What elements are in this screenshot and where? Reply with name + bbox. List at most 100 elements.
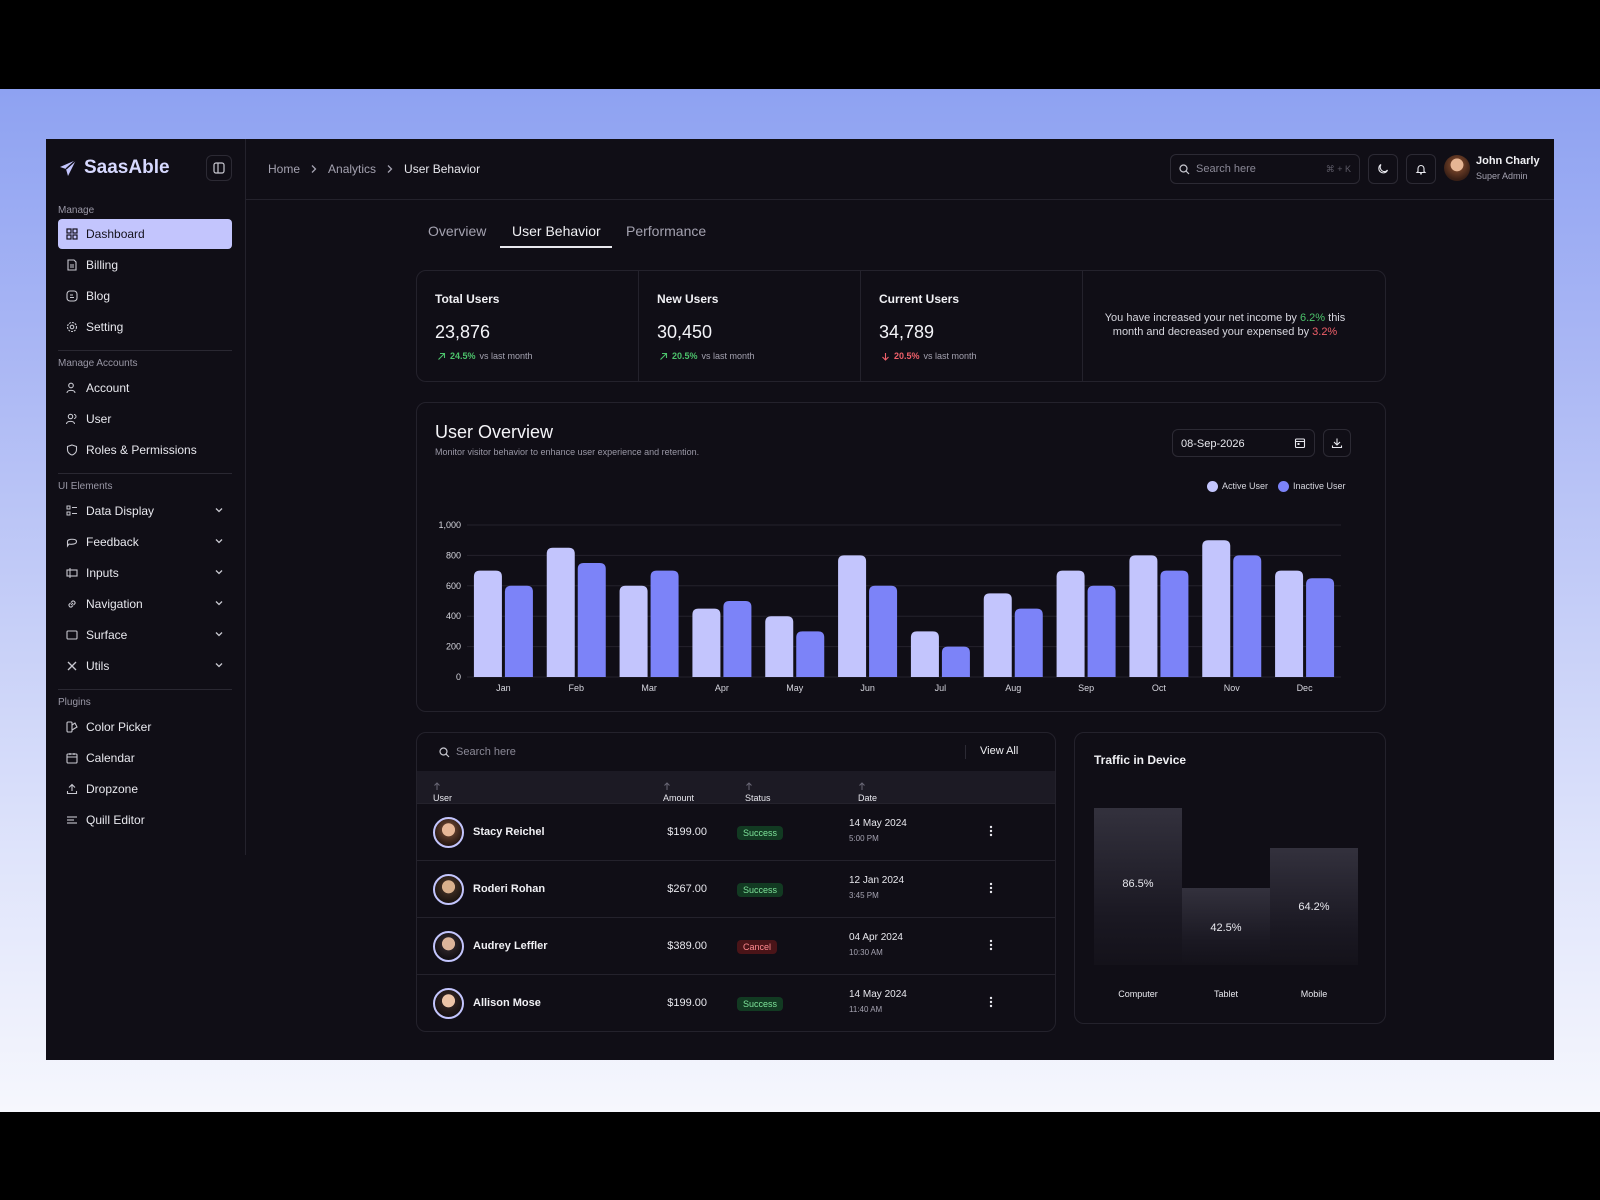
stat-change: 20.5% — [894, 351, 920, 361]
square-icon — [66, 630, 78, 640]
avatar — [433, 988, 464, 1019]
column-header-status[interactable]: Status — [745, 782, 771, 803]
income-note: You have increased your net income by 6.… — [1095, 311, 1355, 339]
tab-user-behavior[interactable]: User Behavior — [512, 223, 601, 239]
x-tick-label: Jul — [935, 683, 947, 693]
income-note-text: this month and decreased your expensed b… — [1112, 312, 1346, 338]
status-badge: Success — [737, 997, 784, 1011]
x-tick-label: Oct — [1152, 683, 1167, 693]
column-header-date[interactable]: Date — [858, 782, 877, 803]
sidebar-item-feedback[interactable]: Feedback — [58, 527, 232, 557]
upload-icon — [66, 783, 78, 795]
sidebar-item-account[interactable]: Account — [58, 373, 232, 403]
sidebar-item-utils[interactable]: Utils — [58, 651, 232, 681]
view-all-button[interactable]: View All — [965, 745, 1018, 759]
logo[interactable]: SaasAble — [58, 157, 170, 179]
sidebar-item-label: Dashboard — [86, 227, 145, 241]
x-tick-label: Aug — [1005, 683, 1021, 693]
breadcrumb-analytics[interactable]: Analytics — [328, 162, 377, 176]
chevron-down-icon — [215, 632, 223, 637]
notifications-button[interactable] — [1406, 154, 1436, 184]
sidebar-item-label: Quill Editor — [86, 813, 145, 827]
more-vertical-icon[interactable] — [985, 824, 997, 838]
sidebar-item-label: Data Display — [86, 504, 155, 518]
table-row[interactable]: Roderi Rohan $267.00 Success 12 Jan 2024… — [417, 860, 1055, 917]
x-tick-label: Dec — [1297, 683, 1314, 693]
sidebar-collapse-button[interactable] — [206, 155, 232, 181]
row-amount: $267.00 — [667, 883, 707, 895]
legend-item-inactive[interactable]: Inactive User — [1278, 481, 1346, 493]
legend-swatch — [1278, 481, 1290, 493]
sidebar-item-label: Setting — [86, 320, 124, 334]
column-header-amount[interactable]: Amount — [663, 782, 694, 803]
tab-performance[interactable]: Performance — [626, 223, 707, 239]
theme-toggle-button[interactable] — [1368, 154, 1398, 184]
more-vertical-icon[interactable] — [985, 995, 997, 1009]
tab-overview[interactable]: Overview — [428, 223, 487, 239]
header-search-input[interactable]: Search here ⌘ + K — [1170, 154, 1360, 184]
color-icon — [66, 721, 78, 733]
sort-arrow-icon — [859, 782, 865, 790]
sidebar-item-calendar[interactable]: Calendar — [58, 743, 232, 773]
sidebar-item-setting[interactable]: Setting — [58, 312, 232, 342]
income-note-text: You have increased your net income by — [1104, 312, 1300, 324]
breadcrumb-home[interactable]: Home — [268, 162, 301, 176]
sidebar-item-data-display[interactable]: Data Display — [58, 496, 232, 526]
users-icon — [66, 413, 77, 425]
date-picker[interactable]: 08-Sep-2026 — [1172, 429, 1315, 457]
text-icon — [67, 816, 77, 824]
more-vertical-icon[interactable] — [985, 938, 997, 952]
sidebar-item-blog[interactable]: Blog — [58, 281, 232, 311]
user-name[interactable]: John Charly — [1476, 155, 1540, 167]
sidebar-item-billing[interactable]: Billing — [58, 250, 232, 280]
date-value: 08-Sep-2026 — [1181, 438, 1245, 450]
sidebar-item-surface[interactable]: Surface — [58, 620, 232, 650]
breadcrumb: Home Analytics User Behavior — [268, 162, 480, 176]
calendar-icon — [66, 753, 78, 764]
table-row[interactable]: Audrey Leffler $389.00 Cancel 04 Apr 202… — [417, 917, 1055, 974]
input-icon — [66, 568, 78, 578]
table-row[interactable]: Stacy Reichel $199.00 Success 14 May 202… — [417, 803, 1055, 860]
brand-name: SaasAble — [84, 157, 170, 178]
more-vertical-icon[interactable] — [985, 881, 997, 895]
sidebar-item-dashboard[interactable]: Dashboard — [58, 219, 232, 249]
tools-icon — [67, 661, 77, 671]
bar-inactive-user-nov — [1233, 555, 1262, 677]
sidebar-item-inputs[interactable]: Inputs — [58, 558, 232, 588]
search-icon — [1179, 163, 1190, 174]
bar-active-user-nov — [1202, 540, 1231, 677]
sidebar-item-label: Billing — [86, 258, 119, 272]
column-label: Date — [858, 793, 878, 803]
arrow-up-right-icon — [438, 352, 446, 360]
stat-note: vs last month — [479, 351, 533, 361]
avatar — [433, 874, 464, 905]
row-amount: $199.00 — [667, 997, 707, 1009]
sidebar-item-navigation[interactable]: Navigation — [58, 589, 232, 619]
traffic-device-card: Traffic in Device 86.5% Computer 42.5% Tabl… — [1074, 732, 1386, 1024]
sidebar-item-label: Blog — [86, 289, 111, 303]
sidebar-item-user[interactable]: User — [58, 404, 232, 434]
download-icon — [1331, 438, 1343, 449]
sidebar-item-roles-permissions[interactable]: Roles & Permissions — [58, 435, 232, 465]
status-badge: Success — [737, 883, 784, 897]
sidebar-item-label: Surface — [86, 628, 128, 642]
x-tick-label: Nov — [1224, 683, 1241, 693]
table-row[interactable]: Allison Mose $199.00 Success 14 May 2024… — [417, 974, 1055, 1031]
row-time: 10:30 AM — [849, 948, 883, 957]
chevron-down-icon — [215, 508, 223, 513]
sidebar-item-color-picker[interactable]: Color Picker — [58, 712, 232, 742]
legend-item-active[interactable]: Active User — [1207, 481, 1268, 493]
traffic-value-label: 86.5% — [1122, 878, 1154, 891]
user-avatar[interactable] — [1444, 155, 1470, 181]
stat-trend: 20.5% vs last month — [881, 351, 977, 361]
table-search-input[interactable]: Search here — [439, 746, 516, 758]
sidebar-item-dropzone[interactable]: Dropzone — [58, 774, 232, 804]
shield-icon — [66, 444, 78, 456]
sidebar-item-quill-editor[interactable]: Quill Editor — [58, 805, 232, 835]
income-up-value: 6.2% — [1300, 312, 1326, 324]
download-button[interactable] — [1323, 429, 1351, 457]
column-header-user[interactable]: User — [433, 782, 452, 803]
legend-label: Inactive User — [1293, 481, 1346, 491]
column-label: Status — [745, 793, 771, 803]
bell-icon — [1415, 165, 1427, 175]
